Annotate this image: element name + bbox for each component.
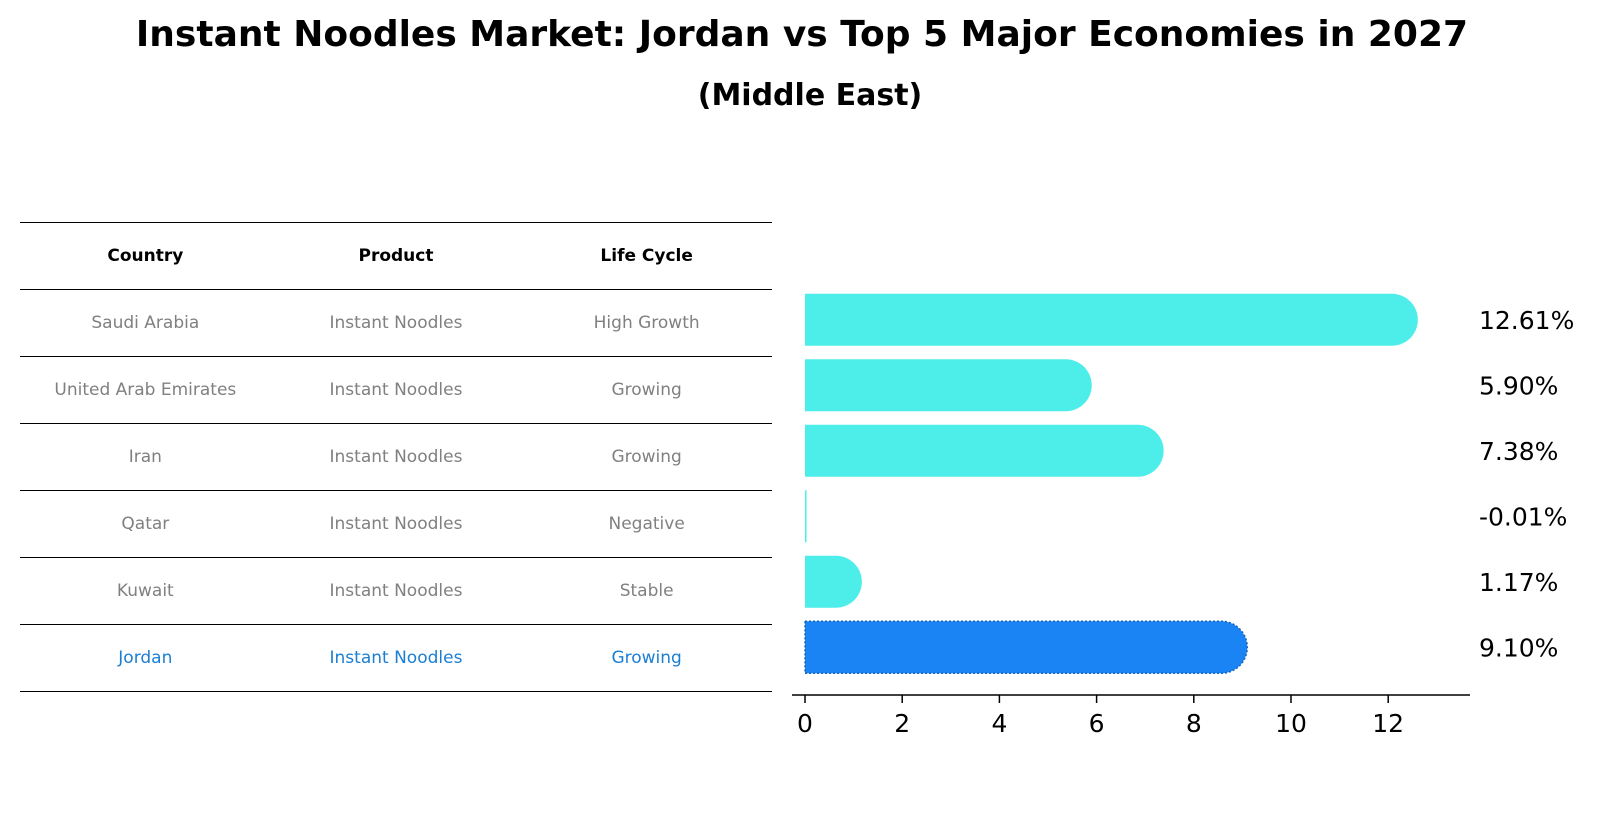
x-tick-label: 6 (1089, 709, 1105, 738)
value-label: -0.01% (1479, 502, 1567, 531)
life-cycle-table: Country Product Life Cycle Saudi Arabia … (20, 222, 772, 692)
x-tick-label: 2 (894, 709, 910, 738)
bar (805, 490, 807, 543)
table-row: United Arab Emirates Instant Noodles Gro… (20, 356, 772, 424)
x-tick-label: 0 (797, 709, 813, 738)
x-tick-label: 12 (1372, 709, 1404, 738)
table-row: Iran Instant Noodles Growing (20, 423, 772, 491)
value-label: 5.90% (1479, 371, 1558, 400)
cell-country: Kuwait (20, 557, 271, 625)
table-row-highlight: Jordan Instant Noodles Growing (20, 624, 772, 692)
cell-life-cycle: Growing (521, 356, 772, 424)
value-label: 9.10% (1479, 633, 1558, 662)
cell-country: Jordan (20, 624, 271, 692)
chart-subtitle: (Middle East) (697, 78, 923, 113)
cell-country: Qatar (20, 490, 271, 558)
column-header-country: Country (20, 222, 271, 290)
cell-country: Iran (20, 423, 271, 491)
cell-product: Instant Noodles (270, 490, 522, 558)
bar (805, 359, 1092, 412)
value-label: 12.61% (1479, 306, 1574, 335)
cell-country: Saudi Arabia (20, 289, 271, 357)
cell-product: Instant Noodles (270, 289, 522, 357)
bar-jordan (804, 620, 1249, 674)
table-row: Saudi Arabia Instant Noodles High Growth (20, 289, 772, 357)
x-tick-label: 10 (1275, 709, 1307, 738)
value-label: 1.17% (1479, 568, 1558, 597)
cell-life-cycle: Negative (521, 490, 772, 558)
column-header-life-cycle: Life Cycle (521, 222, 772, 290)
table-row: Qatar Instant Noodles Negative (20, 490, 772, 558)
chart-title: Instant Noodles Market: Jordan vs Top 5 … (135, 14, 1469, 55)
cell-product: Instant Noodles (270, 624, 522, 692)
cell-country: United Arab Emirates (20, 356, 271, 424)
table-row: Kuwait Instant Noodles Stable (20, 557, 772, 625)
cell-product: Instant Noodles (270, 557, 522, 625)
bar (805, 424, 1164, 477)
bar (805, 555, 862, 608)
value-label: 7.38% (1479, 437, 1558, 466)
cell-life-cycle: High Growth (521, 289, 772, 357)
column-header-product: Product (270, 222, 522, 290)
x-tick-label: 4 (991, 709, 1007, 738)
cell-life-cycle: Stable (521, 557, 772, 625)
x-tick-label: 8 (1186, 709, 1202, 738)
cell-product: Instant Noodles (270, 423, 522, 491)
cell-product: Instant Noodles (270, 356, 522, 424)
bar (805, 293, 1418, 346)
cell-life-cycle: Growing (521, 423, 772, 491)
cell-life-cycle: Growing (521, 624, 772, 692)
table-header-row: Country Product Life Cycle (20, 222, 772, 290)
